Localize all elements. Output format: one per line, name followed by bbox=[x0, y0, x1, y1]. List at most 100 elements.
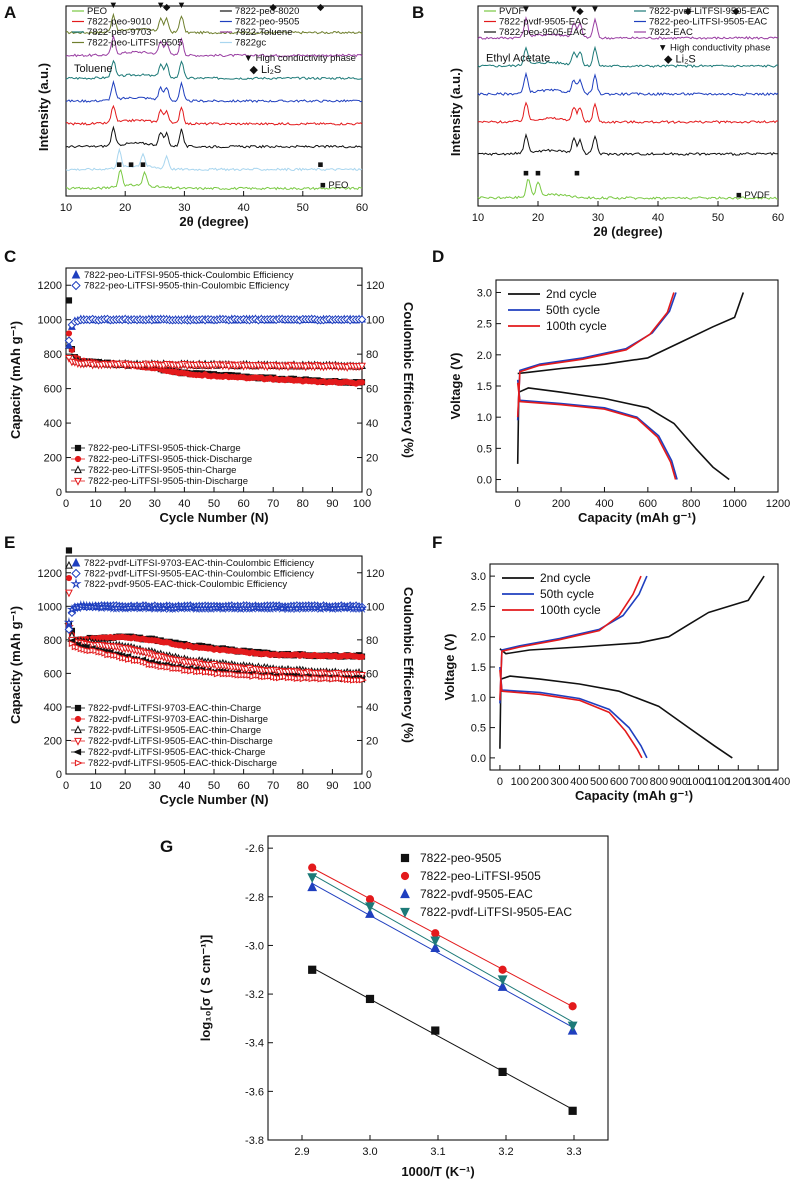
data-point bbox=[498, 965, 507, 974]
x-tick-label: 80 bbox=[297, 780, 309, 792]
data-point bbox=[358, 676, 367, 684]
panel-letter: G bbox=[160, 837, 173, 856]
x-tick-label: 60 bbox=[356, 202, 368, 214]
legend-entry: 7822-pvdf-9505-EAC-thick-Coulombic Effic… bbox=[84, 579, 287, 590]
data-point bbox=[358, 362, 366, 371]
legend-marker bbox=[71, 557, 81, 567]
data-point bbox=[65, 297, 73, 304]
y-axis-title: Voltage (V) bbox=[442, 634, 457, 701]
x-axis-title: Capacity (mAh g⁻¹) bbox=[575, 788, 693, 803]
legend-entry: 7822-peo-LiTFSI-9505-thick-Discharge bbox=[88, 454, 252, 465]
series-7822-peo-litfsi-9505 bbox=[308, 863, 577, 1011]
series-50th-cycle-discharge bbox=[499, 666, 648, 759]
li2s-marker: ◆ bbox=[317, 2, 325, 13]
data-point bbox=[308, 863, 317, 872]
legend-marker bbox=[400, 871, 410, 881]
x-tick-label: 300 bbox=[550, 776, 568, 788]
y-tick-label: 800 bbox=[44, 635, 62, 647]
y-tick-label: 2.0 bbox=[471, 632, 486, 644]
x-tick-label: 40 bbox=[178, 498, 190, 510]
x-tick-label: 20 bbox=[119, 498, 131, 510]
legend-entry: PEO bbox=[87, 6, 107, 17]
legend-entry: 7822gc bbox=[235, 38, 266, 49]
y-tick-label: -3.4 bbox=[245, 1038, 264, 1050]
fit-line bbox=[311, 873, 573, 1023]
x-tick-label: 10 bbox=[60, 202, 72, 214]
series-7822-pvdf-9505-eac bbox=[307, 881, 578, 1035]
li2s-marker: ◆ bbox=[163, 2, 171, 13]
panel-letter: A bbox=[4, 3, 16, 22]
legend-entry: 7822-EAC bbox=[649, 27, 693, 38]
series-7822-peo-9703 bbox=[65, 59, 363, 80]
legend-entry: 7822-peo-LiTFSI-9505 bbox=[420, 869, 541, 883]
x-tick-label: 10 bbox=[472, 212, 484, 224]
x-tick-label: 30 bbox=[592, 212, 604, 224]
data-point bbox=[431, 929, 440, 938]
x-tick-label: 40 bbox=[178, 780, 190, 792]
fit-line bbox=[311, 883, 573, 1028]
legend-marker bbox=[74, 465, 82, 474]
series-peo bbox=[65, 168, 363, 191]
y2-tick-label: 60 bbox=[366, 668, 378, 680]
series-thick-charge bbox=[65, 297, 366, 387]
series-7822-peo-9505 bbox=[308, 965, 577, 1115]
polymer-label: ■ PEO bbox=[320, 180, 348, 191]
y-tick-label: 400 bbox=[44, 702, 62, 714]
plot-frame bbox=[495, 279, 779, 493]
polymer-label: ■ PVDF bbox=[736, 190, 770, 201]
legend-entry: 7822-peo-LiTFSI-9505-thick-Charge bbox=[88, 443, 241, 454]
data-point bbox=[497, 975, 508, 986]
series-100th-cycle-charge bbox=[516, 292, 675, 418]
data-point bbox=[365, 908, 375, 918]
y-tick-label: 2.0 bbox=[477, 350, 492, 362]
y-axis-title: log₁₀[σ ( S cm⁻¹)] bbox=[198, 935, 213, 1041]
high-phase-marker: ▼ bbox=[521, 4, 530, 15]
x-tick-label: 10 bbox=[89, 498, 101, 510]
polymer-marker: ■ bbox=[574, 168, 580, 179]
legend-marker bbox=[74, 715, 82, 723]
y-tick-label: 200 bbox=[44, 453, 62, 465]
y2-tick-label: 120 bbox=[366, 280, 384, 292]
li2s-marker: ◆ bbox=[270, 2, 278, 13]
data-point bbox=[358, 653, 366, 660]
y2-tick-label: 80 bbox=[366, 349, 378, 361]
legend-entry: 7822-peo-9505-EAC bbox=[499, 27, 586, 38]
y-tick-label: 2.5 bbox=[477, 319, 492, 331]
legend-marker bbox=[400, 853, 410, 863]
data-point bbox=[497, 981, 508, 991]
x-tick-label: 20 bbox=[119, 780, 131, 792]
data-point bbox=[65, 547, 73, 554]
x-tick-label: 600 bbox=[639, 498, 657, 510]
y-tick-label: -2.8 bbox=[245, 892, 264, 904]
high-phase-marker: ▼ bbox=[156, 0, 165, 11]
legend-marker bbox=[74, 444, 82, 452]
polymer-marker: ■ bbox=[128, 160, 134, 171]
data-point bbox=[64, 625, 74, 634]
solvent-label: Ethyl Acetate bbox=[486, 53, 550, 65]
y2-axis-title: Coulombic Efficiency (%) bbox=[401, 302, 416, 458]
series-7822-peo-9505-eac bbox=[477, 133, 778, 156]
legend-entry: 50th cycle bbox=[546, 303, 600, 317]
x-tick-label: 1300 bbox=[746, 776, 770, 788]
series-100th-cycle-discharge bbox=[499, 669, 643, 759]
y-axis-title: Intensity (a.u.) bbox=[448, 68, 463, 156]
legend-entry: 7822-pvdf-LiTFSI-9703-EAC-thin-Charge bbox=[88, 703, 261, 714]
x-tick-label: 1100 bbox=[707, 776, 731, 788]
polymer-marker: ■ bbox=[116, 160, 122, 171]
legend-marker bbox=[400, 888, 410, 899]
y-tick-label: 0.0 bbox=[471, 753, 486, 765]
data-point bbox=[308, 965, 317, 974]
x-tick-label: 100 bbox=[353, 498, 371, 510]
data-point bbox=[65, 589, 73, 598]
x-tick-label: 1200 bbox=[766, 498, 790, 510]
y-tick-label: 1.0 bbox=[477, 412, 492, 424]
x-tick-label: 900 bbox=[670, 776, 688, 788]
y-tick-label: -3.8 bbox=[245, 1135, 264, 1147]
y-tick-label: 600 bbox=[44, 384, 62, 396]
legend-top: 7822-pvdf-LiTFSI-9703-EAC-thin-Coulombic… bbox=[70, 557, 314, 590]
series-100th-cycle-discharge bbox=[516, 382, 677, 480]
fit-line bbox=[311, 867, 573, 1008]
high-phase-marker: ▼ bbox=[590, 4, 599, 15]
data-point bbox=[430, 936, 441, 947]
